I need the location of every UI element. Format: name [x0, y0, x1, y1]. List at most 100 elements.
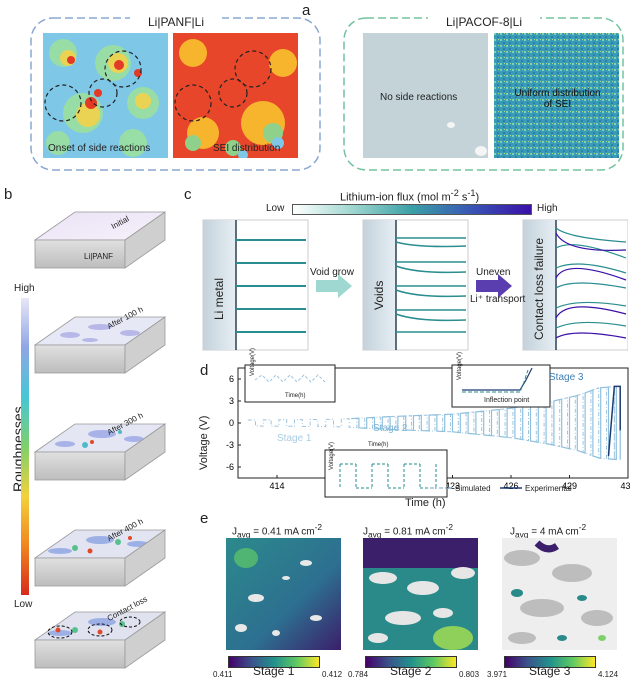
sei-map-left: [173, 33, 298, 158]
contact-loss-label: Contact loss failure: [532, 237, 546, 340]
inset-stage3: [451, 364, 551, 408]
stage1-label: Stage 1: [277, 433, 312, 444]
roughness-high: High: [14, 283, 35, 294]
uniform-sei-line2: of SEI: [543, 99, 572, 110]
inset2-ylabel: Voltage(V): [329, 441, 335, 470]
flux-map-stage2: [363, 538, 478, 650]
no-side-reaction-map: [363, 33, 488, 158]
roughness-blocks: [33, 211, 167, 669]
flux-map-stage1: [226, 538, 341, 650]
simulated-series: [247, 386, 615, 460]
y-tick-label: -3: [226, 440, 234, 450]
stage3-label: Stage 3: [549, 372, 584, 383]
inset3-ylabel: Voltage(V): [457, 351, 463, 380]
panel-a-left-frame: [30, 14, 321, 171]
stage3-colorbar: [504, 656, 596, 668]
x-tick-label: 429: [562, 481, 577, 491]
voltage-chart: 414417420423426429432630-3-6: [226, 364, 630, 498]
panel-a-label: a: [302, 2, 311, 19]
flux-title-text: Lithium-ion flux (mol m: [340, 191, 451, 204]
uniform-sei-map: [494, 33, 619, 158]
x-tick-label: 423: [445, 481, 460, 491]
map2-title-j: J: [363, 526, 368, 538]
map1-title-sup: -2: [314, 522, 323, 532]
stage1-colorbar: [228, 656, 320, 668]
inset1-ylabel: Voltage(V): [250, 347, 256, 376]
flux-streamlines: [202, 219, 628, 351]
time-axis-label: Time (h): [405, 497, 446, 509]
experimental-final-spike: [607, 385, 621, 457]
inset-stage2: [324, 449, 448, 498]
map1-title-value: = 0.41 mA cm: [250, 526, 315, 538]
experimental-series: [351, 385, 621, 461]
stage2-max: 0.803: [459, 670, 480, 679]
roughness-colorbar: [21, 298, 29, 595]
map3-title: Javg = 4 mA cm-2: [510, 522, 586, 539]
y-tick-label: 6: [229, 374, 234, 384]
void-grow-label: Void grow: [310, 267, 354, 278]
flux-title-sup2: -1: [467, 188, 476, 198]
panel-e-label: e: [200, 510, 209, 527]
stage2-min: 0.784: [348, 670, 369, 679]
voids-label: Voids: [372, 280, 386, 310]
panel-a-right-title: Li|PACOF-8|Li: [445, 15, 523, 29]
legend-experimental-label: Experimental: [525, 484, 572, 493]
y-tick-label: -6: [226, 462, 234, 472]
map1-title: Javg = 0.41 mA cm-2: [232, 522, 322, 539]
stage1-colorbar-title: Stage 1: [253, 664, 295, 678]
inset2-xlabel: Time(h): [368, 442, 389, 448]
stage2-label: Stage 2: [373, 423, 408, 434]
map2-title: Javg = 0.81 mA cm-2: [363, 522, 453, 539]
stage3-colorbar-title: Stage 3: [529, 664, 571, 678]
no-side-reaction-caption: No side reactions: [380, 92, 458, 103]
inset1-xlabel: Time(h): [285, 393, 306, 399]
panel-a-right-frame: [343, 14, 624, 171]
panel-c-label: c: [184, 186, 192, 203]
side-reaction-caption: Onset of side reactions: [48, 143, 151, 154]
inset-stage1: [244, 364, 336, 403]
flux-map-stage3: [502, 538, 617, 650]
block-label-lipanf: Li|PANF: [84, 252, 114, 261]
simulated-line: [247, 386, 615, 460]
inflection-label: Inflection point: [484, 397, 530, 404]
y-tick-label: 3: [229, 396, 234, 406]
stage2-colorbar: [365, 656, 457, 668]
stage1-max: 0.412: [322, 670, 343, 679]
x-tick-label: 414: [269, 481, 284, 491]
flux-colorbar: [292, 204, 532, 215]
map3-title-j: J: [510, 526, 515, 538]
panel-d-label: d: [200, 362, 209, 379]
uniform-sei-line1: Uniform distribution: [514, 88, 601, 99]
sei-caption-left: SEI distribution: [213, 143, 281, 154]
panel-b-label: b: [4, 186, 13, 203]
li-metal-label: Li metal: [212, 277, 226, 320]
flux-low: Low: [266, 203, 285, 214]
map3-title-sup: -2: [578, 522, 587, 532]
uniform-sei-caption: Uniform distribution of SEI: [500, 88, 615, 110]
y-tick-label: 0: [229, 418, 234, 428]
flux-title-mid: s: [458, 191, 468, 204]
transport-label: Li⁺ transport: [470, 294, 526, 305]
uneven-label: Uneven: [476, 267, 511, 278]
legend-simulated-label: Simulated: [455, 484, 491, 493]
panel-a-left-title: Li|PANF|Li: [147, 15, 205, 29]
stage2-colorbar-title: Stage 2: [390, 664, 432, 678]
stage3-max: 4.124: [598, 670, 619, 679]
map2-title-sup: -2: [445, 522, 454, 532]
side-reaction-map: [43, 33, 168, 158]
map2-title-value: = 0.81 mA cm: [381, 526, 446, 538]
experimental-line: [351, 385, 621, 461]
flux-colorbar-title: Lithium-ion flux (mol m-2 s-1): [340, 188, 479, 204]
flux-title-close: ): [475, 191, 480, 204]
x-tick-label: 426: [503, 481, 518, 491]
map3-title-value: = 4 mA cm: [528, 526, 579, 538]
map2-title-sub: avg: [368, 529, 382, 540]
roughness-low: Low: [14, 599, 33, 610]
stage1-min: 0.411: [213, 670, 233, 679]
map3-title-sub: avg: [515, 529, 529, 540]
stage3-min: 3.971: [487, 670, 508, 679]
x-tick-label: 432: [620, 481, 630, 491]
flux-high: High: [537, 203, 558, 214]
flux-title-sup1: -2: [450, 188, 459, 198]
map1-title-sub: avg: [237, 529, 251, 540]
